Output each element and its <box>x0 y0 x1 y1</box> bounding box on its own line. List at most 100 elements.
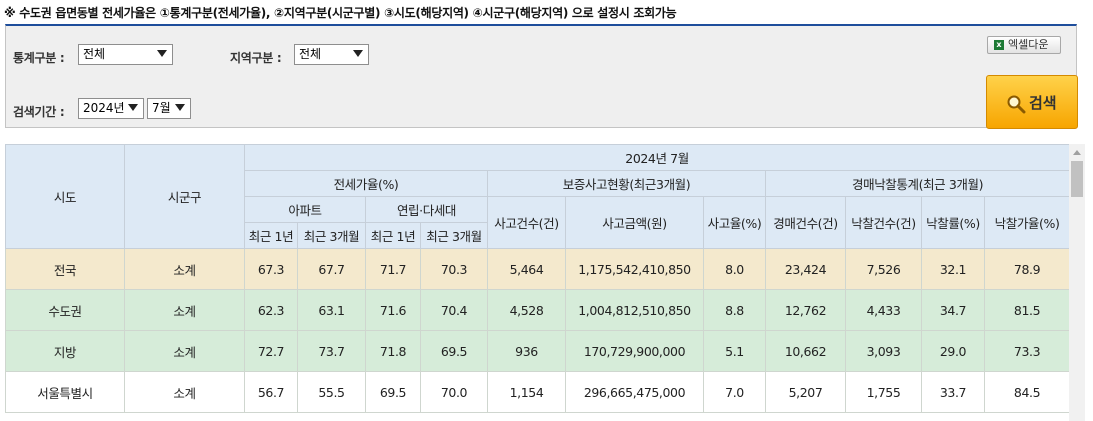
region-type-select-value: 전체 <box>299 47 322 61</box>
year-select[interactable]: 2024년 <box>78 98 144 119</box>
stats-table: 시도 시군구 2024년 7월 전세가율(%) 보증사고현황(최근3개월) 경매… <box>5 144 1069 413</box>
header-villa: 연립·다세대 <box>365 196 488 223</box>
table-scrollbar[interactable] <box>1069 144 1085 421</box>
header-apartment: 아파트 <box>244 196 366 223</box>
cell-acc-amount: 1,175,542,410,850 <box>565 248 704 290</box>
cell-acc-count: 5,464 <box>487 248 566 290</box>
cell-acc-rate: 5.1 <box>703 330 766 372</box>
cell-villa-1y: 69.5 <box>365 371 421 413</box>
cell-apt-1y: 72.7 <box>244 330 298 372</box>
stats-table-container: 시도 시군구 2024년 7월 전세가율(%) 보증사고현황(최근3개월) 경매… <box>5 144 1069 421</box>
header-apt-1year: 최근 1년 <box>244 222 298 249</box>
cell-sigungu: 소계 <box>124 248 245 290</box>
excel-download-label: 엑셀다운 <box>1008 38 1049 51</box>
table-row: 서울특별시 소계 56.7 55.5 69.5 70.0 1,154 296,6… <box>5 371 1069 413</box>
chevron-down-icon <box>353 50 363 57</box>
cell-bid-rate: 34.7 <box>921 289 985 331</box>
stat-type-select[interactable]: 전체 <box>78 44 173 65</box>
year-select-value: 2024년 <box>83 101 125 115</box>
cell-auc-count: 23,424 <box>765 248 846 290</box>
cell-acc-count: 1,154 <box>487 371 566 413</box>
header-villa-3months: 최근 3개월 <box>420 222 488 249</box>
cell-bid-rate: 29.0 <box>921 330 985 372</box>
cell-sido: 지방 <box>5 330 125 372</box>
cell-acc-rate: 8.0 <box>703 248 766 290</box>
cell-villa-3m: 70.0 <box>420 371 488 413</box>
stat-type-label: 통계구분 : <box>13 51 65 65</box>
header-period: 2024년 7월 <box>243 144 1069 171</box>
cell-sido: 서울특별시 <box>5 371 125 413</box>
cell-sigungu: 소계 <box>124 289 245 331</box>
cell-bid-count: 1,755 <box>845 371 922 413</box>
cell-acc-count: 4,528 <box>487 289 566 331</box>
search-filter-panel: 통계구분 : 전체 지역구분 : 전체 검색기간 : 2024년 7월 x 엑셀… <box>5 24 1078 129</box>
cell-villa-1y: 71.8 <box>365 330 421 372</box>
header-sido: 시도 <box>5 144 125 249</box>
cell-apt-3m: 73.7 <box>297 330 366 372</box>
chevron-down-icon <box>157 50 167 57</box>
cell-acc-rate: 8.8 <box>703 289 766 331</box>
chevron-down-icon <box>175 104 185 111</box>
cell-apt-1y: 67.3 <box>244 248 298 290</box>
header-jeonse-rate: 전세가율(%) <box>244 170 488 197</box>
scrollbar-thumb[interactable] <box>1071 161 1083 197</box>
magnifier-icon <box>1007 95 1026 114</box>
month-select-value: 7월 <box>152 101 171 115</box>
stat-type-select-value: 전체 <box>83 47 106 61</box>
cell-bid-price: 81.5 <box>983 289 1069 331</box>
cell-sigungu: 소계 <box>124 371 245 413</box>
cell-sido: 수도권 <box>5 289 125 331</box>
cell-apt-1y: 56.7 <box>244 371 298 413</box>
excel-download-button[interactable]: x 엑셀다운 <box>987 36 1061 54</box>
search-button-label: 검색 <box>1029 94 1057 112</box>
table-row: 전국 소계 67.3 67.7 71.7 70.3 5,464 1,175,54… <box>5 248 1069 290</box>
header-bid-price-rate: 낙찰가율(%) <box>983 196 1069 249</box>
cell-acc-rate: 7.0 <box>703 371 766 413</box>
header-accident-rate: 사고율(%) <box>703 196 766 249</box>
region-type-select[interactable]: 전체 <box>294 44 369 65</box>
header-bid-rate: 낙찰률(%) <box>921 196 985 249</box>
cell-apt-3m: 67.7 <box>297 248 366 290</box>
cell-bid-count: 7,526 <box>845 248 922 290</box>
header-villa-1year: 최근 1년 <box>365 222 421 249</box>
cell-sido: 전국 <box>5 248 125 290</box>
cell-villa-3m: 70.3 <box>420 248 488 290</box>
table-row: 수도권 소계 62.3 63.1 71.6 70.4 4,528 1,004,8… <box>5 289 1069 331</box>
cell-acc-amount: 170,729,900,000 <box>565 330 704 372</box>
header-auction-stats: 경매낙찰통계(최근 3개월) <box>764 170 1069 197</box>
cell-apt-1y: 62.3 <box>244 289 298 331</box>
cell-bid-price: 78.9 <box>983 248 1069 290</box>
search-button[interactable]: 검색 <box>986 75 1078 129</box>
header-accident-count: 사고건수(건) <box>487 196 566 249</box>
cell-bid-price: 84.5 <box>983 371 1069 413</box>
cell-bid-price: 73.3 <box>983 330 1069 372</box>
cell-auc-count: 10,662 <box>765 330 846 372</box>
cell-bid-rate: 32.1 <box>921 248 985 290</box>
cell-apt-3m: 55.5 <box>297 371 366 413</box>
month-select[interactable]: 7월 <box>147 98 191 119</box>
cell-bid-count: 3,093 <box>845 330 922 372</box>
cell-bid-count: 4,433 <box>845 289 922 331</box>
cell-villa-3m: 69.5 <box>420 330 488 372</box>
cell-bid-rate: 33.7 <box>921 371 985 413</box>
scroll-up-arrow-icon[interactable] <box>1073 150 1081 155</box>
cell-acc-count: 936 <box>487 330 566 372</box>
cell-sigungu: 소계 <box>124 330 245 372</box>
header-auction-count: 경매건수(건) <box>765 196 846 249</box>
cell-auc-count: 5,207 <box>765 371 846 413</box>
header-accident-amount: 사고금액(원) <box>565 196 704 249</box>
cell-auc-count: 12,762 <box>765 289 846 331</box>
header-sigungu: 시군구 <box>124 144 245 249</box>
notice-text: ※ 수도권 읍면동별 전세가율은 ①통계구분(전세가율), ②지역구분(시군구별… <box>4 6 677 20</box>
header-apt-3months: 최근 3개월 <box>297 222 366 249</box>
table-row: 지방 소계 72.7 73.7 71.8 69.5 936 170,729,90… <box>5 330 1069 372</box>
excel-icon: x <box>994 40 1004 50</box>
cell-apt-3m: 63.1 <box>297 289 366 331</box>
cell-acc-amount: 296,665,475,000 <box>565 371 704 413</box>
cell-acc-amount: 1,004,812,510,850 <box>565 289 704 331</box>
search-period-label: 검색기간 : <box>13 105 65 119</box>
header-guarantee-accidents: 보증사고현황(최근3개월) <box>487 170 766 197</box>
cell-villa-3m: 70.4 <box>420 289 488 331</box>
header-bid-count: 낙찰건수(건) <box>845 196 922 249</box>
cell-villa-1y: 71.7 <box>365 248 421 290</box>
